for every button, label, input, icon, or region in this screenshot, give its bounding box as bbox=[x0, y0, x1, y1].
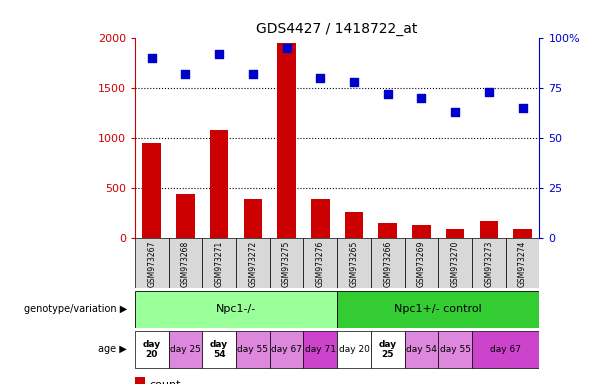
Bar bbox=[472, 331, 539, 368]
Bar bbox=[513, 229, 532, 238]
Bar bbox=[472, 238, 506, 288]
Text: GSM973268: GSM973268 bbox=[181, 240, 190, 287]
Bar bbox=[378, 223, 397, 238]
Text: GSM973273: GSM973273 bbox=[484, 240, 493, 287]
Point bbox=[417, 95, 427, 101]
Point bbox=[349, 79, 359, 85]
Bar bbox=[479, 221, 498, 238]
Text: GSM973266: GSM973266 bbox=[383, 240, 392, 287]
Bar bbox=[446, 229, 465, 238]
Bar bbox=[270, 331, 303, 368]
Text: GSM973275: GSM973275 bbox=[282, 240, 291, 287]
Text: GSM973267: GSM973267 bbox=[147, 240, 156, 287]
Bar bbox=[169, 331, 202, 368]
Text: GSM973272: GSM973272 bbox=[248, 240, 257, 287]
Text: GSM973276: GSM973276 bbox=[316, 240, 325, 287]
Point bbox=[147, 55, 157, 61]
Text: GSM973271: GSM973271 bbox=[215, 240, 224, 287]
Text: day
54: day 54 bbox=[210, 340, 228, 359]
Bar bbox=[135, 238, 169, 288]
Bar bbox=[202, 331, 236, 368]
Bar bbox=[142, 143, 161, 238]
Text: age ▶: age ▶ bbox=[98, 344, 127, 354]
Text: GSM973270: GSM973270 bbox=[451, 240, 460, 287]
Title: GDS4427 / 1418722_at: GDS4427 / 1418722_at bbox=[256, 22, 418, 36]
Text: GSM973265: GSM973265 bbox=[349, 240, 359, 287]
Text: genotype/variation ▶: genotype/variation ▶ bbox=[23, 304, 127, 314]
Text: GSM973274: GSM973274 bbox=[518, 240, 527, 287]
Text: GSM973269: GSM973269 bbox=[417, 240, 426, 287]
Bar bbox=[303, 331, 337, 368]
Text: Npc1+/- control: Npc1+/- control bbox=[394, 304, 482, 314]
Bar bbox=[135, 291, 337, 328]
Bar bbox=[405, 331, 438, 368]
Point bbox=[517, 105, 527, 111]
Bar bbox=[371, 331, 405, 368]
Bar bbox=[412, 225, 431, 238]
Bar bbox=[311, 199, 330, 238]
Bar bbox=[337, 291, 539, 328]
Bar bbox=[202, 238, 236, 288]
Point bbox=[484, 89, 494, 95]
Bar bbox=[303, 238, 337, 288]
Bar bbox=[210, 130, 229, 238]
Bar bbox=[438, 238, 472, 288]
Point bbox=[383, 91, 393, 98]
Text: day 55: day 55 bbox=[440, 345, 471, 354]
Text: day 20: day 20 bbox=[338, 345, 370, 354]
Bar bbox=[176, 194, 195, 238]
Bar bbox=[345, 212, 364, 238]
Bar bbox=[337, 238, 371, 288]
Bar bbox=[135, 377, 145, 384]
Text: day 25: day 25 bbox=[170, 345, 201, 354]
Bar bbox=[270, 238, 303, 288]
Bar bbox=[169, 238, 202, 288]
Text: day 71: day 71 bbox=[305, 345, 336, 354]
Bar bbox=[438, 331, 472, 368]
Bar bbox=[405, 238, 438, 288]
Bar bbox=[236, 331, 270, 368]
Bar bbox=[135, 331, 169, 368]
Point bbox=[215, 51, 224, 58]
Bar bbox=[277, 43, 296, 238]
Bar bbox=[506, 238, 539, 288]
Bar bbox=[337, 331, 371, 368]
Point bbox=[451, 109, 460, 115]
Text: count: count bbox=[149, 380, 180, 384]
Text: Npc1-/-: Npc1-/- bbox=[216, 304, 256, 314]
Bar bbox=[236, 238, 270, 288]
Text: day 67: day 67 bbox=[271, 345, 302, 354]
Point bbox=[181, 71, 191, 78]
Text: day 54: day 54 bbox=[406, 345, 437, 354]
Text: day 55: day 55 bbox=[237, 345, 268, 354]
Point bbox=[282, 45, 292, 51]
Text: day 67: day 67 bbox=[490, 345, 521, 354]
Bar bbox=[371, 238, 405, 288]
Bar bbox=[243, 199, 262, 238]
Point bbox=[248, 71, 258, 78]
Point bbox=[316, 75, 326, 81]
Text: day
25: day 25 bbox=[379, 340, 397, 359]
Text: day
20: day 20 bbox=[143, 340, 161, 359]
